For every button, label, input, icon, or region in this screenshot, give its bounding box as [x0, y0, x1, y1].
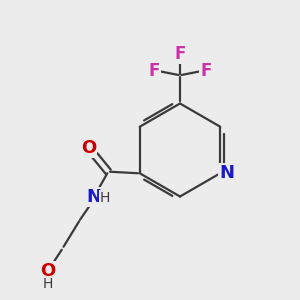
Text: O: O — [40, 262, 55, 280]
Text: F: F — [200, 62, 212, 80]
Text: H: H — [42, 277, 53, 291]
Text: N: N — [219, 164, 234, 182]
Text: F: F — [174, 45, 186, 63]
Text: H: H — [99, 191, 110, 205]
Text: O: O — [81, 139, 96, 157]
Text: F: F — [148, 62, 160, 80]
Text: N: N — [87, 188, 102, 206]
